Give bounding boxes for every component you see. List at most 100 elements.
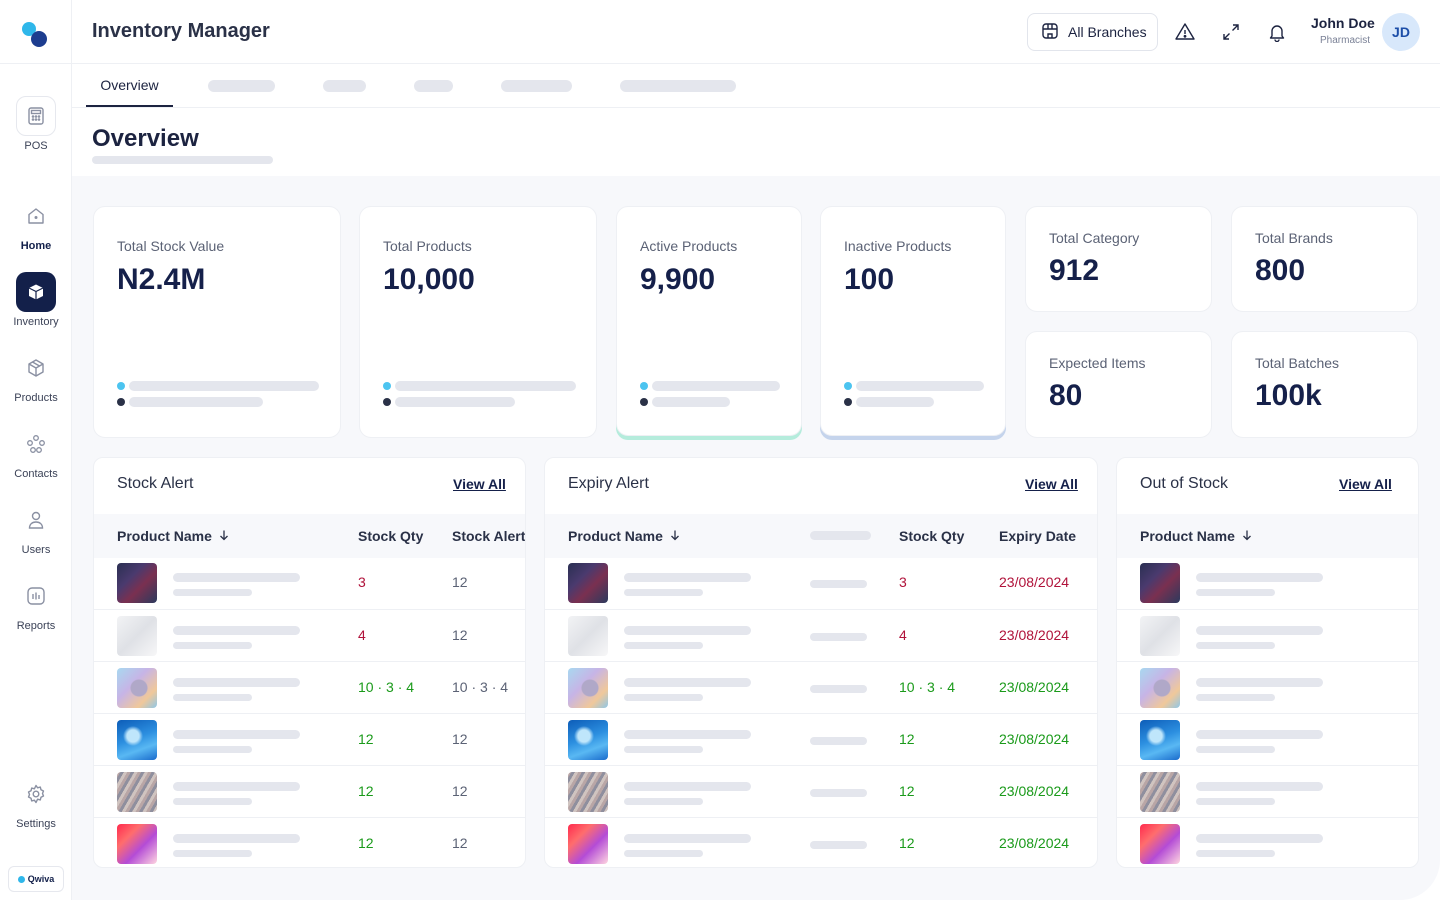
table-row[interactable] <box>1117 661 1418 713</box>
home-icon <box>16 196 56 236</box>
product-thumbnail <box>117 616 157 656</box>
top-header: Inventory Manager All Branches John Doe … <box>72 0 1440 64</box>
sidebar-item-label: Contacts <box>14 468 58 480</box>
sidebar-item-label: Users <box>21 544 51 556</box>
sidebar-item-reports[interactable]: Reports <box>0 576 72 632</box>
product-thumbnail <box>568 563 608 603</box>
stock-qty: 12 <box>899 731 915 747</box>
stat-value: N2.4M <box>117 263 206 296</box>
product-thumbnail <box>568 772 608 812</box>
product-thumbnail <box>117 563 157 603</box>
page-subtitle-placeholder <box>92 156 273 164</box>
tab-placeholder[interactable] <box>501 80 572 92</box>
stat-label: Expected Items <box>1049 355 1146 371</box>
bell-icon[interactable] <box>1265 20 1289 44</box>
sidebar-item-label: Home <box>20 240 52 252</box>
stock-qty: 12 <box>358 731 374 747</box>
sidebar-item-contacts[interactable]: Contacts <box>0 424 72 480</box>
table-row[interactable] <box>1117 713 1418 765</box>
app-logo[interactable] <box>22 22 52 48</box>
stat-value: 800 <box>1255 254 1306 287</box>
expiry-date: 23/08/2024 <box>999 679 1070 695</box>
sidebar-item-inventory[interactable]: Inventory <box>0 272 72 328</box>
table-row[interactable]: 12 23/08/2024 <box>545 765 1097 817</box>
stock-qty: 12 <box>358 835 374 851</box>
tab-placeholder[interactable] <box>414 80 453 92</box>
brand-badge: Qwiva <box>8 866 64 892</box>
sidebar-item-products[interactable]: Products <box>0 348 72 404</box>
column-header-product-name[interactable]: Product Name <box>568 528 681 544</box>
table-row[interactable]: 4 12 <box>94 609 525 661</box>
legend-placeholder <box>383 381 576 391</box>
stock-qty: 12 <box>358 783 374 799</box>
column-header-product-name[interactable]: Product Name <box>1140 528 1253 544</box>
legend-placeholder <box>640 397 730 407</box>
view-all-link[interactable]: View All <box>453 476 506 492</box>
tab-overview[interactable]: Overview <box>86 64 173 107</box>
tab-placeholder[interactable] <box>323 80 366 92</box>
sidebar-item-pos[interactable]: POS <box>0 96 72 152</box>
cube-icon <box>16 272 56 312</box>
column-header-expiry-date[interactable]: Expiry Date <box>999 528 1077 544</box>
view-all-link[interactable]: View All <box>1025 476 1078 492</box>
expand-icon[interactable] <box>1219 20 1243 44</box>
stat-value: 9,900 <box>640 263 716 296</box>
alert-icon[interactable] <box>1173 20 1197 44</box>
stat-value: 100k <box>1255 379 1322 412</box>
legend-placeholder <box>383 397 515 407</box>
sidebar-item-settings[interactable]: Settings <box>0 774 72 830</box>
stat-label: Total Category <box>1049 230 1140 246</box>
legend-placeholder <box>844 397 934 407</box>
stat-value: 10,000 <box>383 263 475 296</box>
branch-selector-button[interactable]: All Branches <box>1027 13 1158 51</box>
table-row[interactable] <box>1117 817 1418 867</box>
table-row[interactable]: 12 12 <box>94 765 525 817</box>
expiry-date: 23/08/2024 <box>999 627 1070 643</box>
app-title: Inventory Manager <box>92 20 270 42</box>
stock-qty: 3 <box>899 574 907 590</box>
product-thumbnail <box>1140 668 1180 708</box>
column-header-stock-alert[interactable]: Stock Alert <box>452 528 526 544</box>
stat-label: Active Products <box>640 238 738 254</box>
product-thumbnail <box>117 824 157 864</box>
column-header-stock-qty[interactable]: Stock Qty <box>899 528 965 544</box>
tab-placeholder[interactable] <box>620 80 736 92</box>
package-icon <box>16 348 56 388</box>
table-row[interactable]: 3 12 <box>94 557 525 609</box>
stat-label: Total Products <box>383 238 472 254</box>
sidebar-item-users[interactable]: Users <box>0 500 72 556</box>
table-row[interactable]: 12 12 <box>94 817 525 867</box>
panel-title: Expiry Alert <box>568 475 649 492</box>
table-row[interactable] <box>1117 765 1418 817</box>
legend-placeholder <box>117 381 319 391</box>
stat-card-total-brands: Total Brands 800 <box>1231 206 1418 312</box>
page-title: Overview <box>92 125 199 152</box>
column-header-product-name[interactable]: Product Name <box>117 528 230 544</box>
column-header-stock-qty[interactable]: Stock Qty <box>358 528 424 544</box>
table-row[interactable]: 12 12 <box>94 713 525 765</box>
table-row[interactable] <box>1117 609 1418 661</box>
avatar[interactable]: JD <box>1382 13 1420 51</box>
table-row[interactable]: 4 23/08/2024 <box>545 609 1097 661</box>
product-thumbnail <box>117 720 157 760</box>
stock-qty: 12 <box>899 835 915 851</box>
table-row[interactable]: 10 · 3 · 4 10 · 3 · 4 <box>94 661 525 713</box>
table-row[interactable]: 3 23/08/2024 <box>545 557 1097 609</box>
tab-placeholder[interactable] <box>208 80 275 92</box>
stock-alert-value: 12 <box>452 731 468 747</box>
expiry-date: 23/08/2024 <box>999 835 1070 851</box>
stock-alert-value: 12 <box>452 574 468 590</box>
table-row[interactable]: 10 · 3 · 4 23/08/2024 <box>545 661 1097 713</box>
sidebar-item-home[interactable]: Home <box>0 196 72 252</box>
product-thumbnail <box>117 772 157 812</box>
branch-label: All Branches <box>1068 24 1147 40</box>
table-header: Product Name Stock Qty Stock Alert <box>94 514 525 558</box>
product-thumbnail <box>1140 720 1180 760</box>
view-all-link[interactable]: View All <box>1339 476 1392 492</box>
table-row[interactable] <box>1117 557 1418 609</box>
table-row[interactable]: 12 23/08/2024 <box>545 817 1097 867</box>
stock-qty: 12 <box>899 783 915 799</box>
user-role: Pharmacist <box>1320 35 1371 46</box>
table-row[interactable]: 12 23/08/2024 <box>545 713 1097 765</box>
arrow-down-icon <box>669 528 681 544</box>
